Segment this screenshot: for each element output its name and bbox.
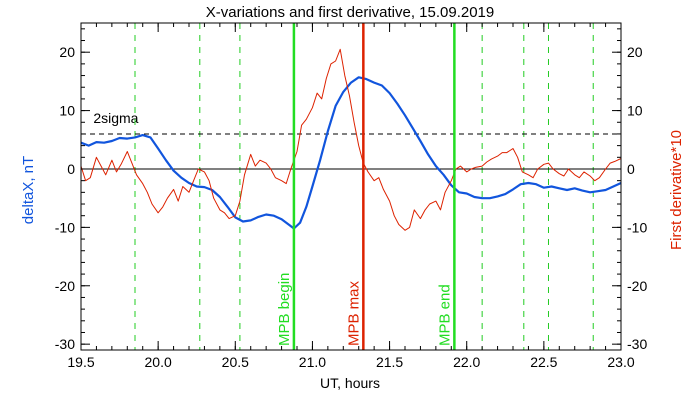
plot-frame [80,22,622,351]
y-tick-label-right: 10 [627,103,643,119]
x-tick-label: 22.0 [453,354,480,370]
x-tick-label: 20.5 [222,354,249,370]
y-tick-label-right: 0 [627,161,635,177]
chart-title: X-variations and first derivative, 15.09… [206,4,495,21]
mpb-marker-label: MPB max [345,280,362,346]
x-tick-label: 22.5 [530,354,557,370]
y-tick-label-left: 20 [59,44,75,60]
y-tick-label-left: -20 [55,278,75,294]
x-tick-label: 23.0 [607,354,634,370]
mpb-marker-label: MPB begin [276,273,293,346]
mpb-marker-label: MPB end [436,284,453,346]
y-tick-label-right: -20 [627,278,647,294]
x-tick-label: 21.0 [299,354,326,370]
y-tick-label-left: 10 [59,103,75,119]
x-axis-label: UT, hours [320,375,380,391]
y-axis-label-left: deltaX, nT [20,156,37,224]
sigma-label: 2sigma [93,110,138,126]
y-tick-label-left: -30 [55,336,75,352]
x-tick-label: 19.5 [67,354,94,370]
y-axis-label-right: First derivative*10 [668,130,685,250]
y-tick-label-right: 20 [627,44,643,60]
y-tick-label-right: -10 [627,219,647,235]
y-tick-label-left: -10 [55,219,75,235]
y-tick-label-right: -30 [627,336,647,352]
plot-area: MPB begin MPB max MPB end 19.5 20.0 20.5 21.0 2… [55,22,647,370]
derivative-series-line [80,48,622,231]
deltax-series-line [80,76,622,230]
x-tick-label: 21.5 [376,354,403,370]
x-tick-label: 20.0 [145,354,172,370]
y-tick-label-left: 0 [67,161,75,177]
